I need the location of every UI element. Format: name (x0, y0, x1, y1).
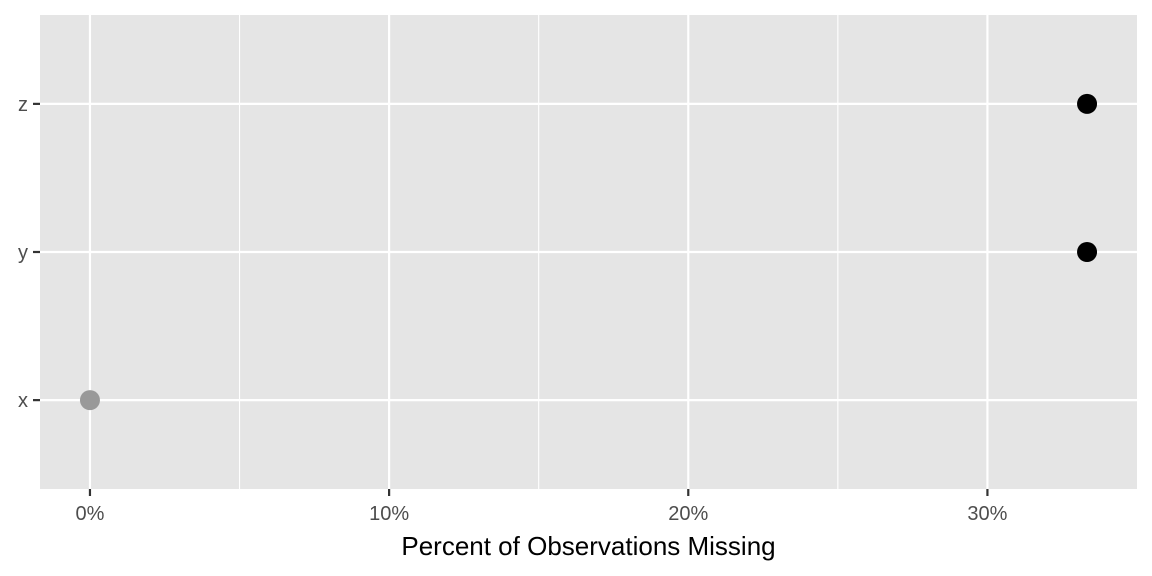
major-gridlines (40, 15, 1137, 489)
data-point-z (1077, 93, 1098, 114)
x-tick-label: 0% (76, 503, 105, 525)
y-tick-label: x (18, 390, 28, 412)
y-tick-label: y (18, 242, 28, 264)
data-points (79, 93, 1098, 411)
data-point-x (79, 390, 100, 411)
y-tick-label: z (18, 94, 28, 116)
x-tick-label: 30% (967, 503, 1007, 525)
x-tick-labels: 0% 10% 20% 30% (76, 503, 1008, 525)
data-point-y (1077, 242, 1098, 262)
y-tick-labels: x y z (18, 94, 28, 412)
x-tick-label: 20% (668, 503, 708, 525)
axis-ticks (33, 102, 989, 496)
x-tick-label: 10% (369, 503, 409, 525)
x-axis-title: Percent of Observations Missing (401, 531, 775, 561)
